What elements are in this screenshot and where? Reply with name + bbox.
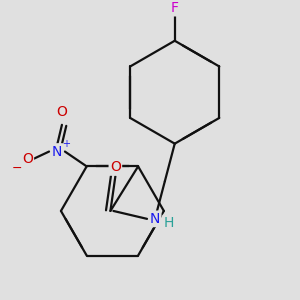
Text: O: O [110,160,121,174]
Text: +: + [62,139,70,148]
Text: H: H [164,216,174,230]
Text: O: O [22,152,33,167]
Text: N: N [52,145,62,158]
Text: N: N [150,212,160,226]
Text: F: F [171,1,179,15]
Text: O: O [56,105,68,119]
Text: −: − [12,162,23,175]
